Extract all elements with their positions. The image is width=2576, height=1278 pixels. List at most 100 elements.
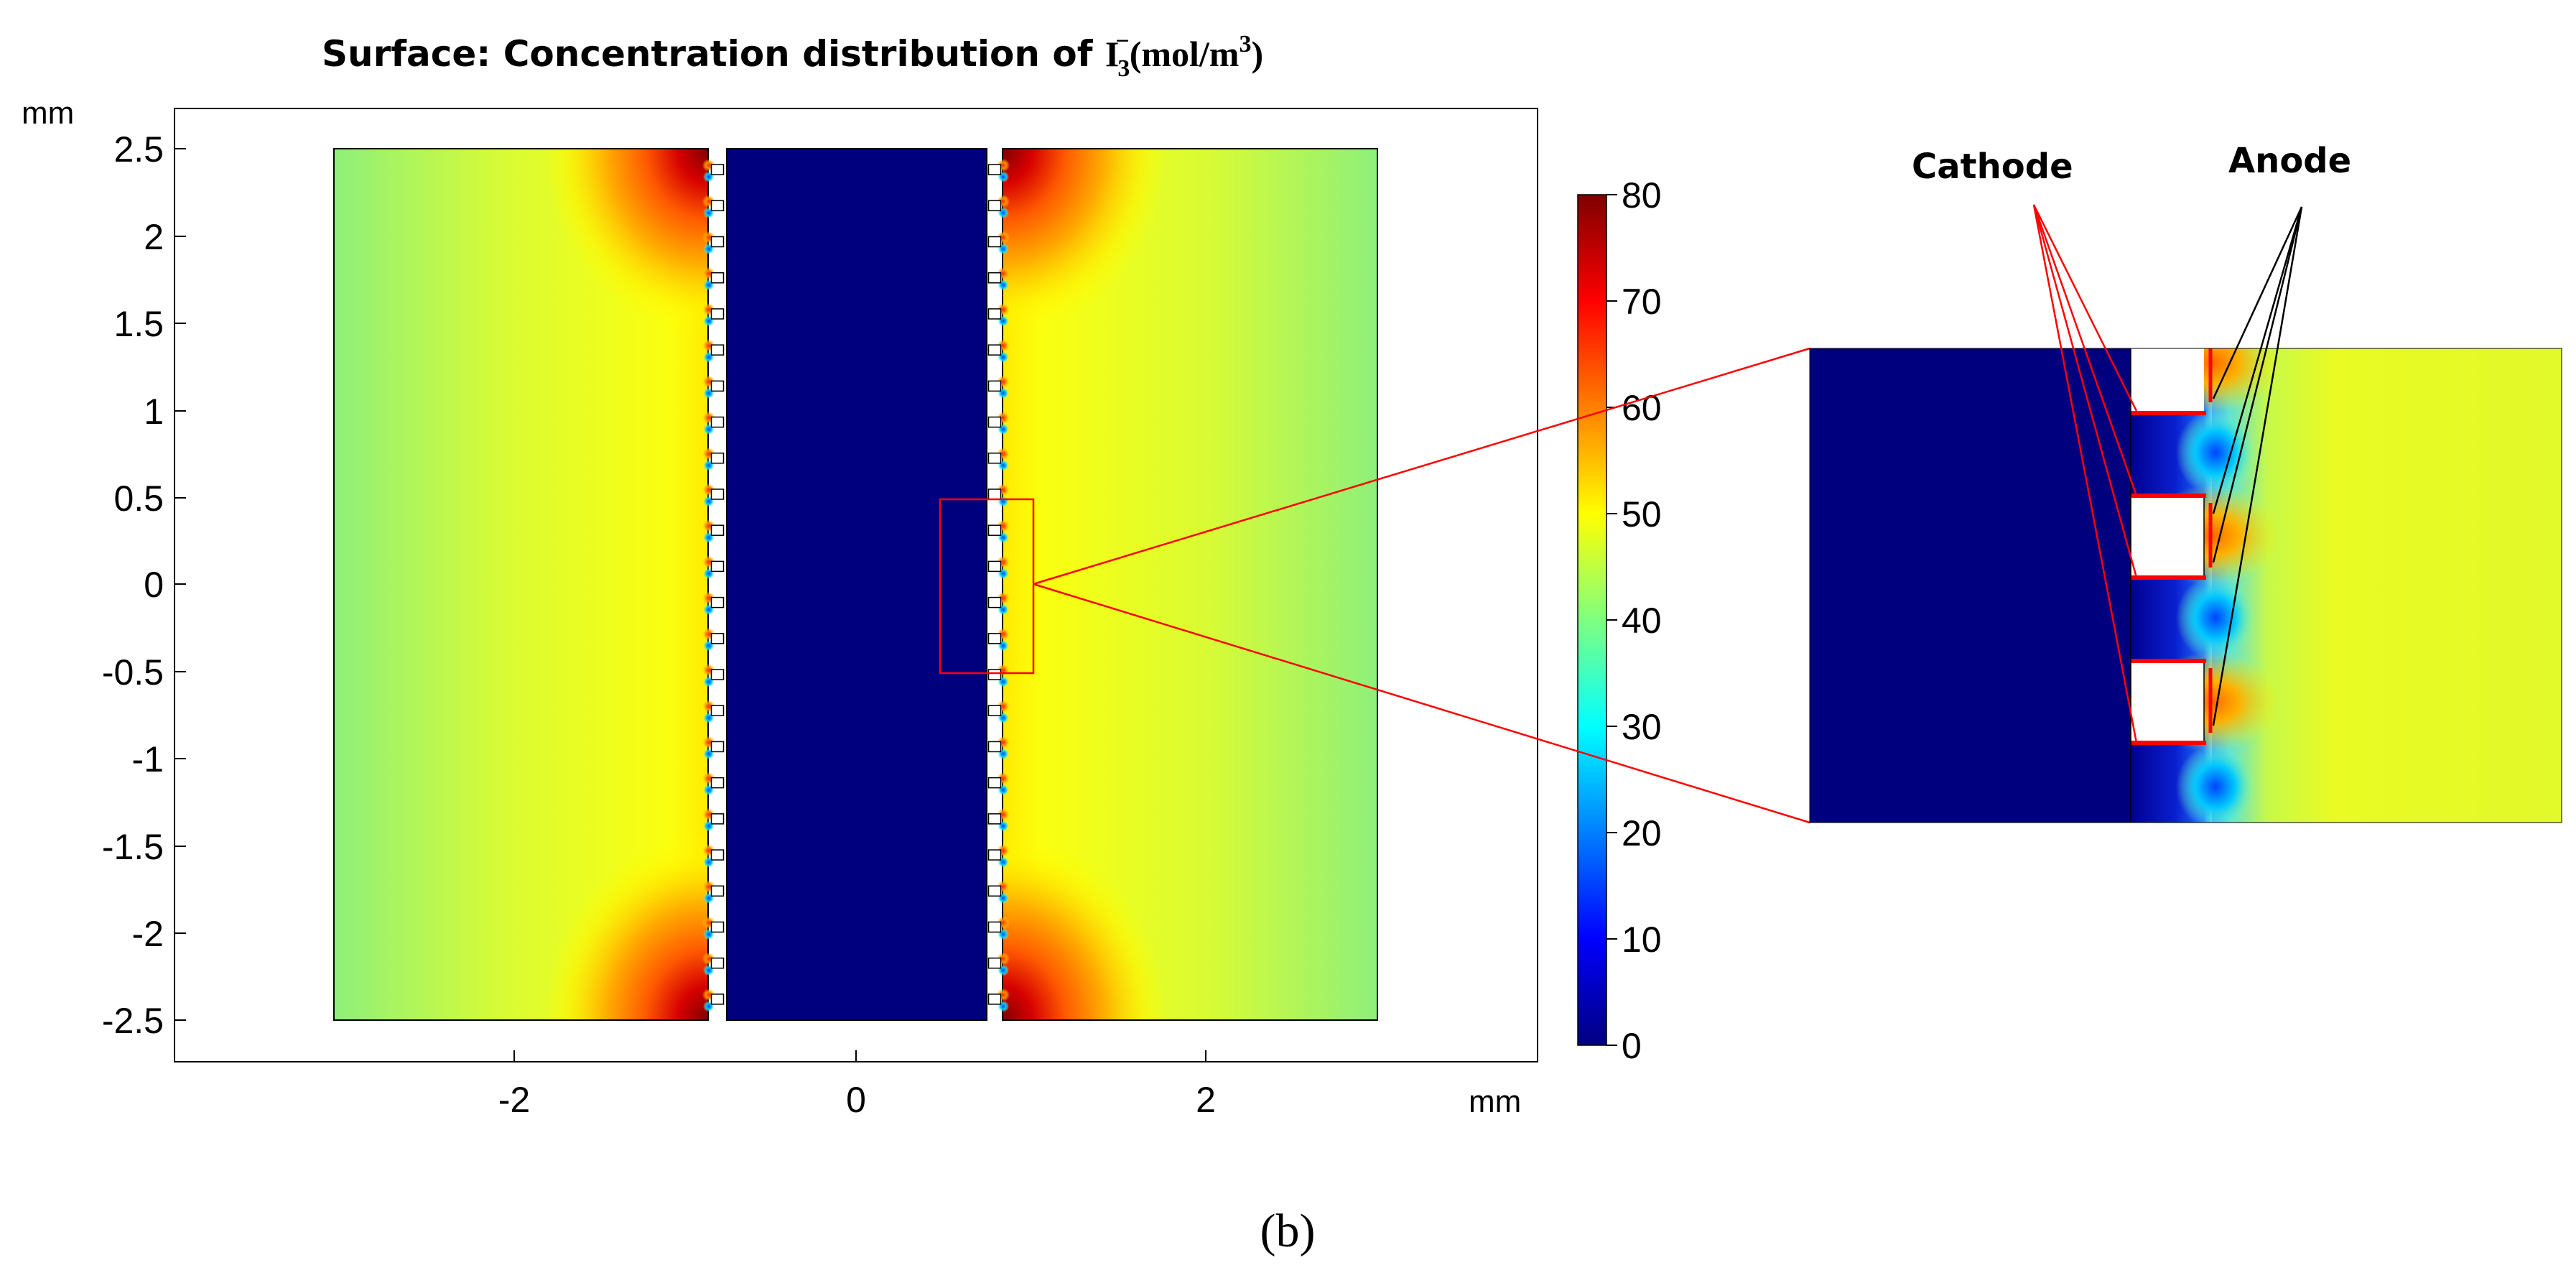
cathode-leader bbox=[2032, 204, 2138, 496]
zoom-inset bbox=[1809, 348, 2562, 823]
electrode-hole bbox=[710, 308, 725, 320]
electrode-hole bbox=[710, 669, 725, 680]
electrode-hole bbox=[987, 453, 1002, 464]
cathode-leader bbox=[2032, 204, 2138, 744]
inset-hole bbox=[2130, 495, 2205, 578]
electrode-hole bbox=[710, 200, 725, 212]
anode-leader bbox=[2212, 206, 2303, 514]
electrode-hole bbox=[710, 416, 725, 428]
electrode-hole bbox=[987, 921, 1002, 933]
caption-text: (b) bbox=[1260, 1205, 1316, 1257]
electrode-hole bbox=[710, 344, 725, 356]
right-top-hotspot bbox=[1003, 149, 1168, 335]
y-tick-label: 1 bbox=[144, 392, 164, 432]
electrode-hole bbox=[987, 416, 1002, 428]
anode-leader bbox=[2212, 206, 2303, 726]
electrode-hole bbox=[710, 236, 725, 248]
electrode-hole bbox=[710, 488, 725, 500]
title-subscript: 3 bbox=[1117, 55, 1130, 82]
electrode-hole bbox=[710, 164, 725, 175]
electrode-hole bbox=[710, 380, 725, 392]
electrode-hole bbox=[987, 669, 1002, 680]
electrode-hole bbox=[987, 885, 1002, 897]
left-top-hotspot bbox=[543, 149, 708, 335]
y-tick-label: -2.5 bbox=[102, 1001, 164, 1041]
main-plot: -2 0 2 2.5 2 1.5 1 0.5 0 -0.5 -1 -1.5 -2… bbox=[102, 108, 1538, 1120]
y-tick-label: -1 bbox=[132, 739, 164, 779]
colorbar-label: 70 bbox=[1622, 282, 1662, 322]
chart-title: Surface: Concentration distribution of I… bbox=[322, 28, 1263, 82]
electrode-hole bbox=[710, 885, 725, 897]
x-tick-label: 2 bbox=[1196, 1080, 1216, 1120]
colorbar-label: 30 bbox=[1622, 707, 1662, 747]
x-tick-label: -2 bbox=[498, 1080, 530, 1120]
zoom-box bbox=[939, 498, 1035, 675]
right-electrolyte-outline bbox=[1002, 148, 1378, 1021]
y-axis-unit: mm bbox=[22, 96, 74, 131]
electrode-hole bbox=[987, 524, 1002, 536]
electrode-hole bbox=[710, 633, 725, 644]
electrode-hole bbox=[987, 994, 1002, 1005]
y-tick-label: 2.5 bbox=[113, 129, 164, 170]
y-tick-label: -0.5 bbox=[102, 652, 164, 693]
electrode-hole bbox=[710, 705, 725, 716]
electrode-hole bbox=[987, 236, 1002, 248]
electrode-hole bbox=[987, 813, 1002, 825]
electrode-hole bbox=[987, 741, 1002, 753]
electrode-hole bbox=[987, 596, 1002, 608]
electrode-hole bbox=[710, 524, 725, 536]
electrode-hole bbox=[710, 849, 725, 861]
left-bottom-hotspot bbox=[543, 833, 708, 1020]
electrode-hole bbox=[710, 957, 725, 969]
electrode-hole bbox=[987, 560, 1002, 573]
zoom-connector-top bbox=[1033, 347, 1810, 585]
y-tick-label: 2 bbox=[144, 217, 164, 257]
electrode-hole bbox=[710, 777, 725, 789]
y-tick-label: -2 bbox=[132, 914, 164, 954]
electrode-hole bbox=[987, 777, 1002, 789]
inset-frame bbox=[1809, 348, 2562, 823]
electrode-hole bbox=[710, 813, 725, 825]
title-superscript: − bbox=[1115, 28, 1129, 55]
electrode-hole bbox=[987, 308, 1002, 320]
anode-callout: Anode bbox=[2212, 141, 2351, 726]
inset-cathode-edges bbox=[2131, 411, 2206, 745]
anode-leader bbox=[2212, 206, 2303, 563]
electrode-hole bbox=[710, 741, 725, 753]
left-electrolyte-outline bbox=[333, 148, 709, 1021]
colorbar: 80 70 60 50 40 30 20 10 0 bbox=[1577, 175, 1662, 1066]
y-tick-label: 1.5 bbox=[113, 304, 164, 344]
y-tick-label: -1.5 bbox=[102, 827, 164, 867]
cathode-label: Cathode bbox=[1912, 147, 2073, 187]
electrode-hole bbox=[987, 488, 1002, 500]
cathode-callout: Cathode bbox=[1912, 147, 2138, 744]
left-electrolyte bbox=[334, 149, 708, 1020]
electrode-holes bbox=[702, 159, 1010, 1012]
electrode-hole bbox=[987, 200, 1002, 212]
colorbar-label: 60 bbox=[1622, 388, 1662, 428]
colorbar-label: 80 bbox=[1622, 175, 1662, 216]
electrode-hole bbox=[987, 957, 1002, 969]
anode-leader bbox=[2212, 206, 2303, 399]
title-units-exponent: 3 bbox=[1239, 31, 1251, 57]
y-tick-labels: 2.5 2 1.5 1 0.5 0 -0.5 -1 -1.5 -2 -2.5 bbox=[102, 129, 164, 1041]
title-prefix: Surface: Concentration distribution of bbox=[322, 33, 1105, 75]
electrode-hole bbox=[710, 994, 725, 1005]
electrode-hole bbox=[987, 705, 1002, 716]
colorbar-label: 0 bbox=[1622, 1026, 1642, 1066]
electrode-hole bbox=[987, 380, 1002, 392]
inset-cold-spot bbox=[2176, 409, 2255, 496]
cathode-leader bbox=[2032, 204, 2138, 578]
x-tick-label: 0 bbox=[846, 1080, 866, 1120]
zoom-connector-bottom bbox=[1033, 583, 1810, 824]
colorbar-label: 40 bbox=[1622, 601, 1662, 641]
inset-cold-spot bbox=[2176, 744, 2255, 823]
x-tick-labels: -2 0 2 bbox=[498, 1080, 1216, 1120]
anode-label: Anode bbox=[2228, 141, 2351, 181]
inset-hole bbox=[2130, 660, 2205, 744]
electrode-hole bbox=[987, 633, 1002, 644]
inset-top-gap bbox=[2131, 348, 2204, 413]
central-electrode bbox=[726, 148, 987, 1021]
y-tick-label: 0 bbox=[144, 565, 164, 605]
